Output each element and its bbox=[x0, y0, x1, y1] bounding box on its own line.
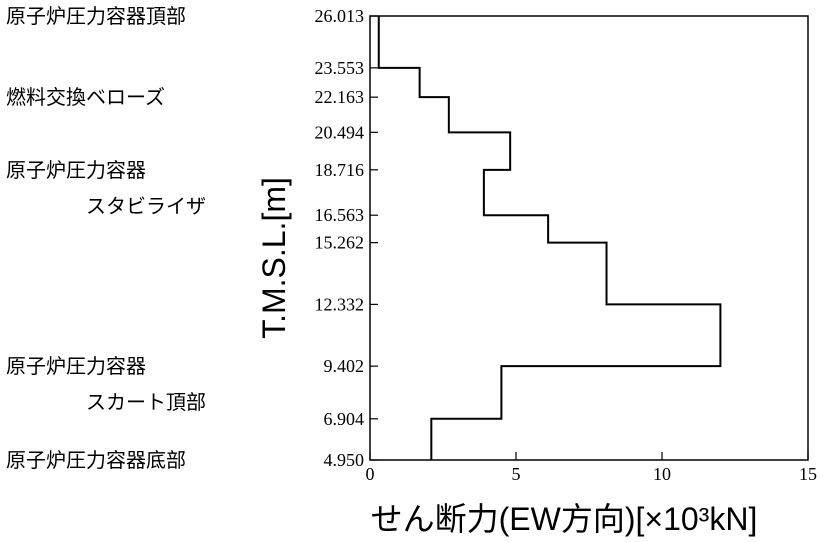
y-tick-label: 4.950 bbox=[324, 450, 365, 470]
y-tick-label: 22.163 bbox=[315, 87, 365, 107]
x-tick-label: 5 bbox=[512, 464, 521, 484]
component-label: 原子炉圧力容器 bbox=[6, 158, 146, 182]
y-tick-label: 18.716 bbox=[315, 160, 365, 180]
component-label-line2: スタビライザ bbox=[86, 194, 206, 218]
y-tick-label: 15.262 bbox=[315, 233, 365, 253]
y-axis-title: T.M.S.L.[m] bbox=[256, 177, 292, 339]
component-label-line2: スカート頂部 bbox=[86, 390, 206, 414]
y-tick-label: 26.013 bbox=[315, 6, 365, 26]
x-axis-title: せん断力(EW方向)[×10³kN] bbox=[371, 501, 758, 537]
component-label: 原子炉圧力容器底部 bbox=[6, 448, 186, 472]
x-tick-label: 0 bbox=[366, 464, 375, 484]
x-tick-label: 15 bbox=[799, 464, 817, 484]
y-tick-label: 23.553 bbox=[315, 58, 365, 78]
component-label: 原子炉圧力容器 bbox=[6, 354, 146, 378]
x-tick-label: 10 bbox=[653, 464, 671, 484]
component-label: 原子炉圧力容器頂部 bbox=[6, 4, 186, 28]
y-tick-label: 16.563 bbox=[315, 205, 365, 225]
y-tick-label: 12.332 bbox=[315, 294, 365, 314]
shear-force-step-line bbox=[377, 16, 722, 460]
plot-frame bbox=[369, 15, 809, 461]
component-labels: 原子炉圧力容器頂部燃料交換ベローズ原子炉圧力容器スタビライザ原子炉圧力容器スカー… bbox=[6, 4, 206, 472]
y-tick-label: 6.904 bbox=[324, 409, 365, 429]
component-label: 燃料交換ベローズ bbox=[6, 85, 165, 109]
y-tick-label: 20.494 bbox=[315, 122, 365, 142]
y-tick-label: 9.402 bbox=[324, 356, 365, 376]
y-axis-ticks: 26.013 23.553 22.163 20.494 18.716 16.563 15.2… bbox=[315, 6, 378, 470]
x-axis-ticks: 0 5 10 15 bbox=[366, 452, 817, 484]
